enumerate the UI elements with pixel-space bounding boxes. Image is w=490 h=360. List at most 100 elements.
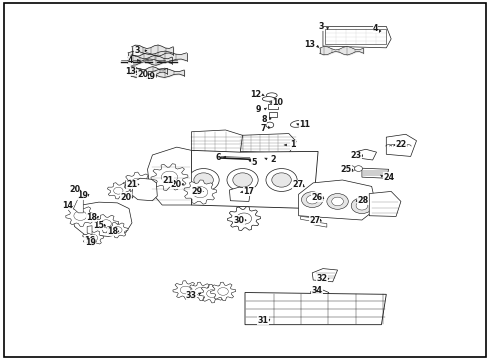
Polygon shape — [74, 198, 83, 213]
Polygon shape — [184, 180, 217, 204]
Text: 3: 3 — [318, 22, 324, 31]
Polygon shape — [87, 226, 92, 235]
Polygon shape — [369, 192, 401, 216]
Polygon shape — [82, 230, 104, 246]
Polygon shape — [192, 130, 243, 153]
Ellipse shape — [291, 121, 305, 127]
Polygon shape — [312, 269, 338, 282]
Text: 16: 16 — [85, 235, 96, 244]
Text: 34: 34 — [312, 285, 322, 294]
Bar — [268, 104, 278, 109]
Text: 17: 17 — [244, 187, 254, 196]
Text: 10: 10 — [272, 98, 284, 107]
Circle shape — [355, 166, 363, 171]
Circle shape — [114, 187, 123, 194]
Bar — [325, 29, 386, 44]
Text: 29: 29 — [192, 187, 203, 196]
Text: 28: 28 — [357, 196, 368, 205]
Circle shape — [113, 226, 122, 233]
Polygon shape — [132, 178, 157, 201]
Polygon shape — [229, 187, 251, 202]
Circle shape — [233, 173, 252, 187]
Text: 21: 21 — [163, 176, 173, 185]
Circle shape — [161, 171, 178, 183]
Circle shape — [236, 213, 252, 224]
Polygon shape — [151, 164, 188, 190]
Circle shape — [180, 286, 191, 294]
Text: 1: 1 — [290, 140, 295, 149]
Circle shape — [301, 192, 323, 207]
Polygon shape — [66, 205, 95, 226]
Text: 13: 13 — [125, 67, 136, 76]
Polygon shape — [240, 134, 296, 153]
Text: 20: 20 — [137, 70, 148, 79]
Text: 6: 6 — [216, 153, 221, 162]
Text: 13: 13 — [304, 40, 315, 49]
Polygon shape — [300, 216, 311, 221]
Circle shape — [88, 234, 98, 241]
Text: 3: 3 — [134, 46, 140, 55]
Circle shape — [327, 194, 348, 209]
Text: 2: 2 — [270, 155, 276, 164]
Text: 19: 19 — [145, 72, 155, 81]
Polygon shape — [311, 290, 329, 300]
Text: 5: 5 — [251, 158, 257, 167]
Circle shape — [227, 168, 258, 192]
Circle shape — [306, 195, 318, 204]
Circle shape — [272, 173, 291, 187]
Polygon shape — [199, 284, 224, 303]
Text: 33: 33 — [186, 291, 197, 300]
Polygon shape — [188, 282, 213, 301]
Text: 27: 27 — [309, 216, 320, 225]
Ellipse shape — [223, 154, 233, 159]
Circle shape — [266, 122, 274, 128]
Circle shape — [101, 220, 111, 228]
Bar — [269, 112, 277, 117]
Polygon shape — [173, 281, 198, 299]
Ellipse shape — [267, 93, 277, 98]
Polygon shape — [72, 202, 132, 237]
Text: 4: 4 — [373, 24, 378, 33]
Polygon shape — [386, 134, 416, 157]
Circle shape — [74, 211, 87, 220]
Text: 20: 20 — [69, 185, 80, 194]
Text: 27: 27 — [292, 180, 303, 189]
Text: 31: 31 — [258, 315, 269, 324]
Circle shape — [131, 178, 144, 188]
Ellipse shape — [270, 100, 279, 104]
Circle shape — [207, 290, 217, 297]
Text: 23: 23 — [350, 151, 362, 160]
Circle shape — [266, 168, 297, 192]
Circle shape — [218, 288, 228, 295]
Circle shape — [194, 173, 213, 187]
Polygon shape — [313, 222, 327, 227]
Text: 30: 30 — [234, 216, 245, 225]
Text: 18: 18 — [107, 227, 118, 236]
Circle shape — [188, 168, 219, 192]
Polygon shape — [107, 183, 129, 199]
Polygon shape — [210, 282, 236, 301]
Polygon shape — [147, 147, 192, 205]
Polygon shape — [123, 172, 152, 194]
Circle shape — [195, 288, 205, 295]
Text: 14: 14 — [62, 201, 73, 210]
Text: 4: 4 — [128, 56, 133, 65]
Text: 9: 9 — [256, 105, 261, 114]
Text: 20: 20 — [170, 180, 181, 189]
Text: 18: 18 — [86, 213, 97, 222]
Text: 7: 7 — [261, 124, 266, 133]
Polygon shape — [362, 168, 389, 178]
Text: 21: 21 — [126, 180, 138, 189]
Circle shape — [356, 202, 368, 210]
Text: 19: 19 — [85, 238, 96, 247]
Polygon shape — [192, 150, 318, 208]
Ellipse shape — [262, 96, 274, 101]
Text: 19: 19 — [77, 190, 88, 199]
Circle shape — [351, 198, 373, 213]
Text: 8: 8 — [262, 115, 268, 124]
Circle shape — [347, 166, 355, 171]
Text: 25: 25 — [341, 166, 352, 175]
Text: 20: 20 — [121, 193, 132, 202]
Polygon shape — [245, 293, 386, 325]
Text: 26: 26 — [312, 193, 323, 202]
